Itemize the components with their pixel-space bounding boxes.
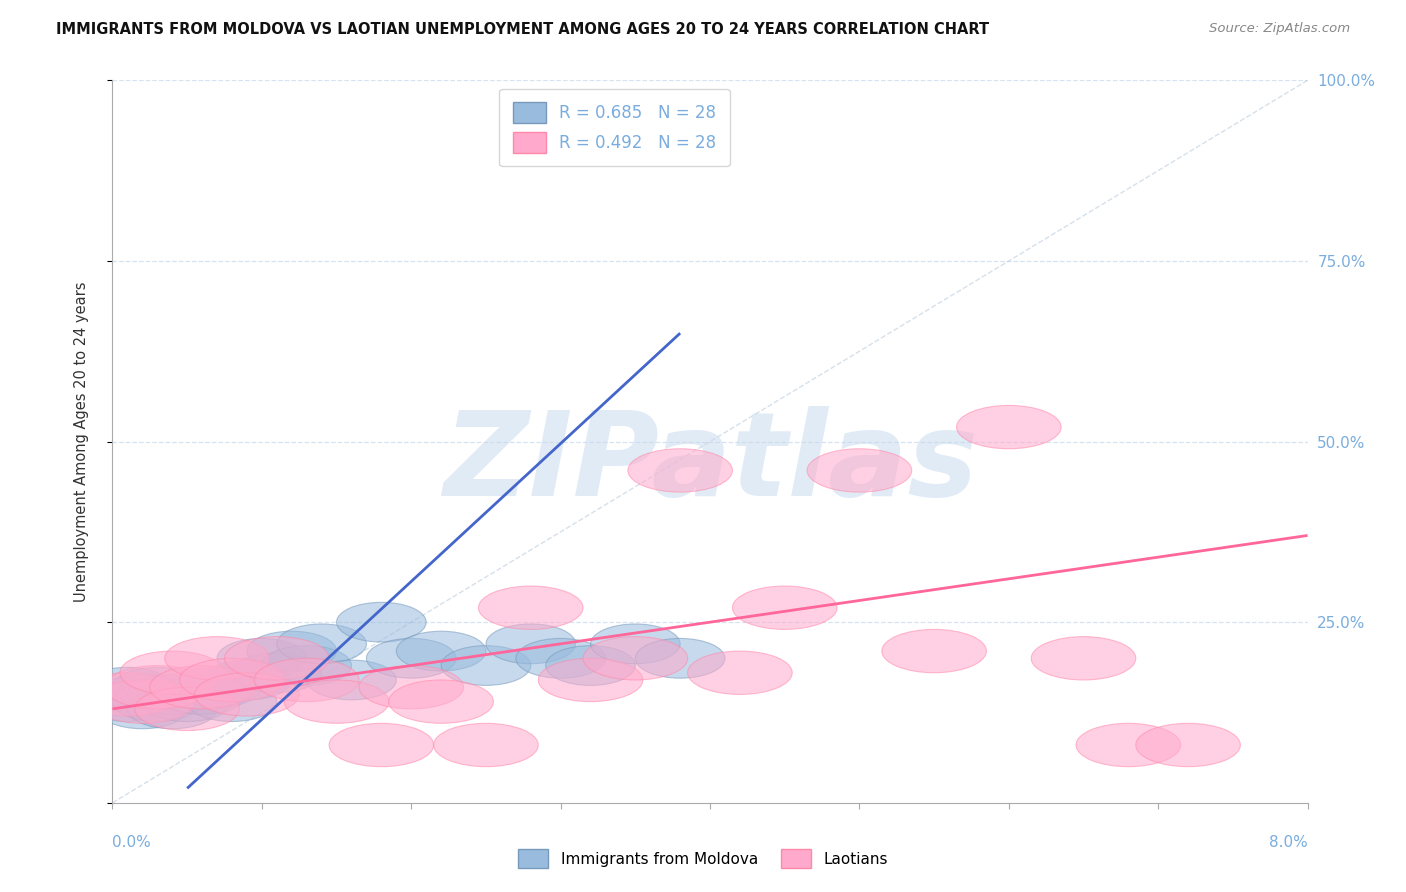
Ellipse shape (733, 586, 837, 630)
Ellipse shape (112, 667, 202, 707)
Ellipse shape (636, 639, 725, 678)
Ellipse shape (135, 687, 239, 731)
Ellipse shape (262, 646, 352, 685)
Y-axis label: Unemployment Among Ages 20 to 24 years: Unemployment Among Ages 20 to 24 years (75, 281, 89, 602)
Ellipse shape (478, 586, 583, 630)
Ellipse shape (83, 681, 173, 722)
Ellipse shape (194, 673, 299, 716)
Legend: Immigrants from Moldova, Laotians: Immigrants from Moldova, Laotians (510, 841, 896, 875)
Ellipse shape (628, 449, 733, 492)
Text: 0.0%: 0.0% (112, 835, 152, 850)
Ellipse shape (307, 660, 396, 700)
Ellipse shape (105, 665, 209, 709)
Ellipse shape (180, 658, 284, 702)
Ellipse shape (688, 651, 792, 694)
Ellipse shape (128, 689, 217, 729)
Ellipse shape (217, 639, 307, 678)
Ellipse shape (807, 449, 911, 492)
Ellipse shape (254, 658, 359, 702)
Ellipse shape (142, 681, 232, 722)
Ellipse shape (396, 632, 486, 671)
Text: Source: ZipAtlas.com: Source: ZipAtlas.com (1209, 22, 1350, 36)
Ellipse shape (591, 624, 681, 664)
Ellipse shape (516, 639, 606, 678)
Ellipse shape (956, 405, 1062, 449)
Ellipse shape (120, 651, 225, 694)
Ellipse shape (1136, 723, 1240, 767)
Ellipse shape (284, 680, 389, 723)
Ellipse shape (173, 667, 262, 707)
Ellipse shape (486, 624, 575, 664)
Ellipse shape (202, 660, 292, 700)
Ellipse shape (157, 674, 247, 714)
Ellipse shape (128, 674, 217, 714)
Ellipse shape (277, 624, 367, 664)
Ellipse shape (232, 653, 322, 692)
Ellipse shape (165, 637, 270, 680)
Ellipse shape (359, 665, 464, 709)
Ellipse shape (112, 681, 202, 722)
Ellipse shape (882, 630, 987, 673)
Ellipse shape (187, 681, 277, 722)
Ellipse shape (336, 602, 426, 642)
Ellipse shape (225, 637, 329, 680)
Ellipse shape (75, 673, 180, 716)
Ellipse shape (1031, 637, 1136, 680)
Ellipse shape (583, 637, 688, 680)
Text: 8.0%: 8.0% (1268, 835, 1308, 850)
Ellipse shape (367, 639, 456, 678)
Ellipse shape (150, 665, 254, 709)
Ellipse shape (97, 689, 187, 729)
Ellipse shape (433, 723, 538, 767)
Ellipse shape (90, 680, 194, 723)
Ellipse shape (389, 680, 494, 723)
Ellipse shape (83, 667, 173, 707)
Text: ZIPatlas: ZIPatlas (443, 406, 977, 521)
Legend: R = 0.685   N = 28, R = 0.492   N = 28: R = 0.685 N = 28, R = 0.492 N = 28 (499, 88, 730, 167)
Ellipse shape (1076, 723, 1181, 767)
Ellipse shape (441, 646, 531, 685)
Ellipse shape (329, 723, 433, 767)
Text: IMMIGRANTS FROM MOLDOVA VS LAOTIAN UNEMPLOYMENT AMONG AGES 20 TO 24 YEARS CORREL: IMMIGRANTS FROM MOLDOVA VS LAOTIAN UNEMP… (56, 22, 990, 37)
Ellipse shape (247, 632, 336, 671)
Ellipse shape (546, 646, 636, 685)
Ellipse shape (97, 674, 187, 714)
Ellipse shape (538, 658, 643, 702)
